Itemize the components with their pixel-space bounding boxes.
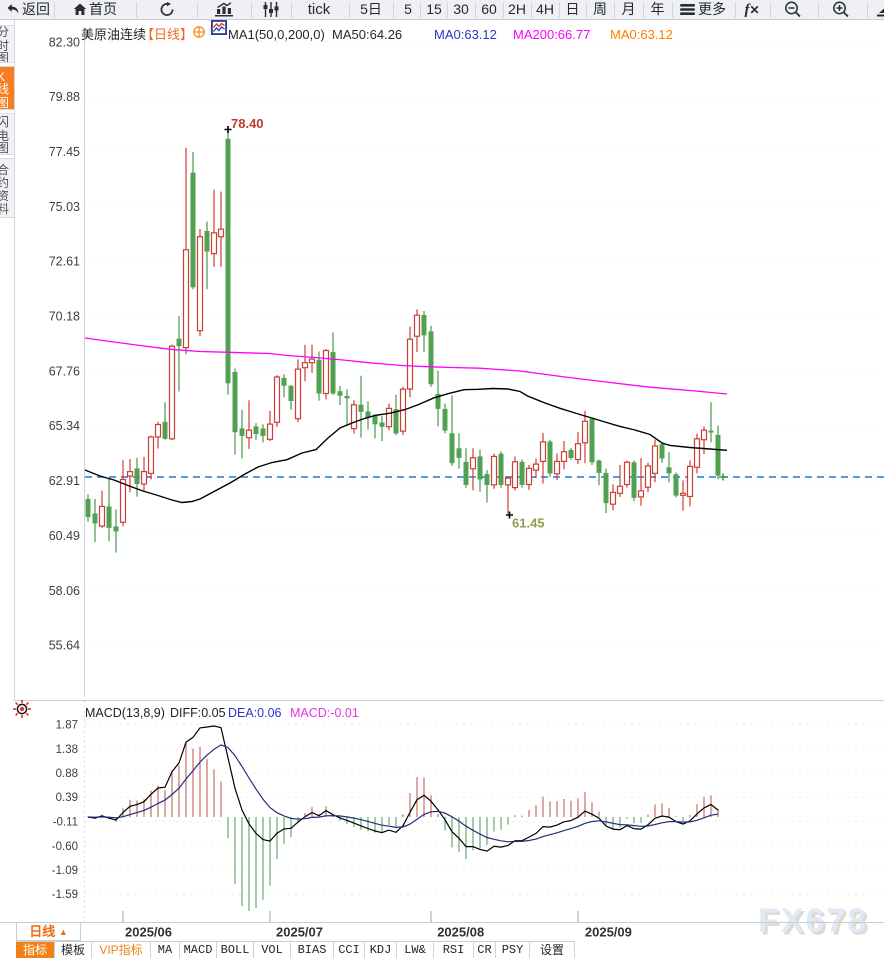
svg-text:75.03: 75.03: [49, 200, 80, 214]
svg-text:79.88: 79.88: [49, 90, 80, 104]
svg-text:-1.09: -1.09: [52, 865, 78, 877]
svg-text:FX678: FX678: [758, 902, 868, 940]
svg-text:60.49: 60.49: [49, 529, 80, 543]
svg-text:FX678: FX678: [761, 905, 871, 943]
svg-text:2025/06: 2025/06: [125, 925, 172, 940]
svg-text:70.18: 70.18: [49, 310, 80, 324]
svg-text:2025/09: 2025/09: [585, 925, 632, 940]
svg-text:-1.59: -1.59: [52, 889, 78, 901]
svg-text:77.45: 77.45: [49, 145, 80, 159]
svg-text:55.64: 55.64: [49, 639, 80, 653]
svg-text:-0.60: -0.60: [52, 841, 78, 853]
svg-text:61.45: 61.45: [512, 516, 545, 531]
svg-text:1.87: 1.87: [56, 720, 78, 732]
svg-text:1.38: 1.38: [56, 744, 78, 756]
svg-text:65.34: 65.34: [49, 419, 80, 433]
svg-text:MACD(13,8,9): MACD(13,8,9): [85, 706, 165, 720]
svg-text:0.39: 0.39: [56, 792, 78, 804]
svg-text:78.40: 78.40: [231, 116, 264, 131]
svg-text:58.06: 58.06: [49, 584, 80, 598]
svg-text:MACD:-0.01: MACD:-0.01: [290, 706, 359, 720]
svg-text:82.30: 82.30: [49, 35, 80, 49]
svg-text:DEA:0.06: DEA:0.06: [228, 706, 282, 720]
svg-text:62.91: 62.91: [49, 474, 80, 488]
svg-text:72.61: 72.61: [49, 255, 80, 269]
svg-text:2025/08: 2025/08: [437, 925, 484, 940]
svg-text:DIFF:0.05: DIFF:0.05: [170, 706, 226, 720]
svg-text:-0.11: -0.11: [53, 817, 78, 829]
svg-text:2025/07: 2025/07: [276, 925, 323, 940]
svg-text:0.88: 0.88: [56, 768, 78, 780]
svg-text:67.76: 67.76: [49, 364, 80, 378]
